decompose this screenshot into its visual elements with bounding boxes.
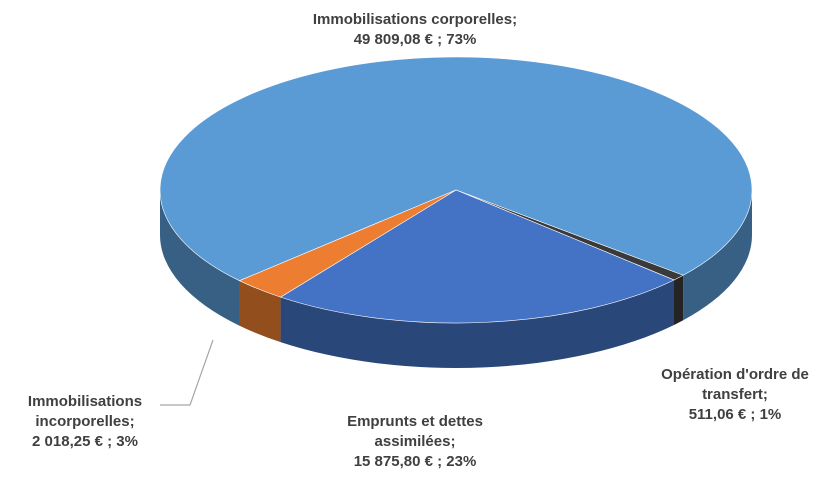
data-label: Opération d'ordre de transfert; 511,06 € …	[655, 365, 815, 425]
slice-side	[239, 280, 281, 343]
value-label: 49 809,08 € ; 73%	[353, 31, 477, 48]
slice-sides	[160, 190, 752, 369]
leader-line	[160, 339, 214, 406]
slice	[279, 189, 675, 324]
data-label: Immobilisations corporelles; 49 809,08 € …	[265, 10, 565, 50]
slice	[238, 189, 457, 298]
category-label: Emprunts et dettes assimilées;	[347, 413, 483, 450]
slice-side	[280, 279, 675, 369]
category-label: Immobilisations corporelles;	[312, 11, 518, 28]
data-label: Emprunts et dettes assimilées; 15 875,80 …	[315, 412, 515, 472]
data-label: Immobilisations incorporelles; 2 018,25 €…	[0, 392, 170, 452]
category-label: Opération d'ordre de transfert;	[661, 366, 809, 403]
slice-tops	[159, 56, 753, 324]
slice	[159, 56, 753, 282]
value-label: 511,06 € ; 1%	[688, 406, 782, 423]
slice-side	[683, 190, 752, 321]
value-label: 15 875,80 € ; 23%	[353, 453, 477, 470]
slice-side	[160, 190, 240, 326]
category-label: Immobilisations incorporelles;	[27, 393, 143, 430]
slice-side	[674, 275, 684, 325]
value-label: 2 018,25 € ; 3%	[32, 433, 138, 450]
